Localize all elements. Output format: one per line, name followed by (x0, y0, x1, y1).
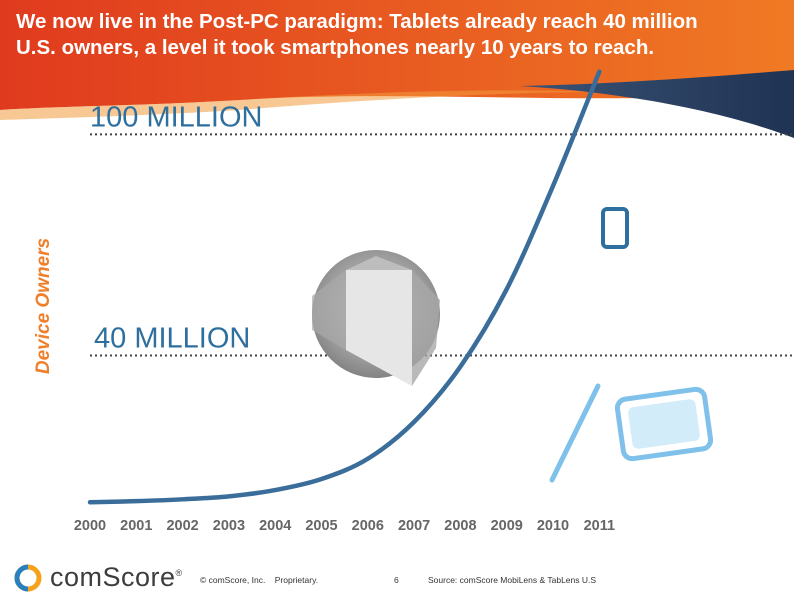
x-tick-label-2008: 2008 (444, 518, 476, 534)
chart: Device Owners 100 MILLION 40 MILLION 200… (33, 69, 794, 534)
pc-screen-icon (312, 250, 440, 386)
copyright-text: © comScore, Inc. Proprietary. (200, 575, 319, 585)
x-tick-label-2010: 2010 (537, 518, 569, 534)
source-text: Source: comScore MobiLens & TabLens U.S (428, 575, 597, 585)
x-tick-label-2002: 2002 (166, 518, 198, 534)
tablet-icon (614, 386, 714, 462)
x-tick-label-2000: 2000 (74, 518, 106, 534)
x-tick-label-2007: 2007 (398, 518, 430, 534)
series-line-device-owners (87, 69, 602, 505)
x-tick-label-2005: 2005 (305, 518, 337, 534)
x-tick-label-2011: 2011 (584, 518, 615, 534)
comscore-logo-text: comScore® (50, 562, 183, 593)
reference-label-40-million: 40 MILLION (94, 323, 250, 355)
page-number: 6 (394, 575, 399, 585)
slide-title: We now live in the Post-PC paradigm: Tab… (16, 10, 698, 59)
stylus-icon (549, 383, 601, 483)
x-tick-label-2009: 2009 (491, 518, 523, 534)
header-navy-swoosh (520, 70, 794, 138)
x-tick-label-2004: 2004 (259, 518, 291, 534)
smartphone-icon (601, 207, 629, 249)
y-axis-label: Device Owners (33, 238, 54, 374)
slide-footer: comScore® © comScore, Inc. Proprietary. … (0, 556, 794, 602)
x-tick-label-2006: 2006 (352, 518, 384, 534)
logo-wordmark: comScore (50, 562, 176, 592)
header-accent-swoosh (0, 90, 600, 120)
logo-registered-mark: ® (175, 568, 183, 578)
x-tick-label-2003: 2003 (213, 518, 245, 534)
x-tick-label-2001: 2001 (120, 518, 152, 534)
comscore-logo-icon (14, 564, 42, 592)
slide-header: We now live in the Post-PC paradigm: Tab… (0, 0, 794, 140)
x-axis-tick-labels: 2000 2001 2002 2003 2004 2005 2006 2007 2008 2009… (74, 518, 615, 534)
reference-label-100-million: 100 MILLION (90, 101, 262, 133)
